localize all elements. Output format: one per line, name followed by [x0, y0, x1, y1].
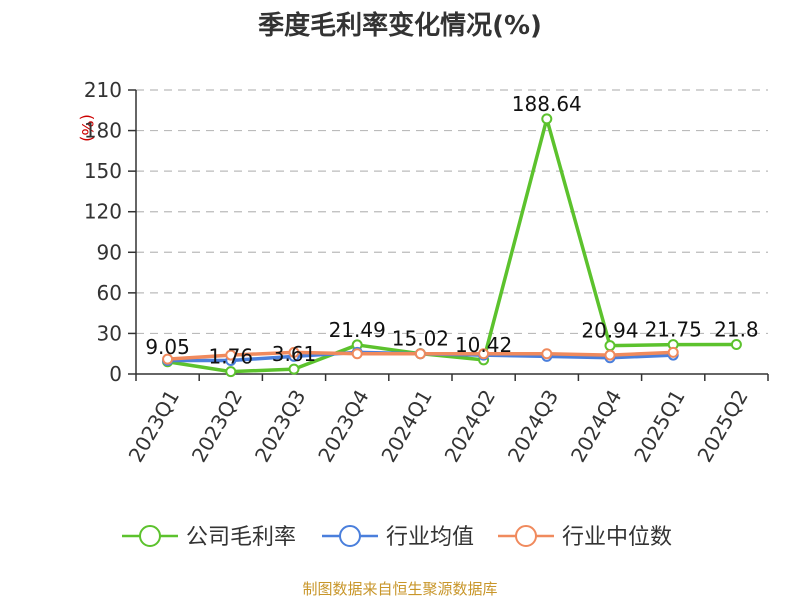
data-point [478, 348, 490, 360]
source-note: 制图数据来自恒生聚源数据库 [302, 580, 497, 598]
data-label: 21.49 [329, 318, 386, 342]
y-tick-label: 120 [84, 200, 122, 224]
data-point [351, 348, 363, 360]
data-point [288, 346, 300, 358]
y-tick-label: 180 [84, 119, 122, 143]
data-point [288, 363, 300, 375]
legend-label: 行业中位数 [562, 525, 672, 550]
x-tick-label: 2023Q2 [187, 386, 247, 467]
data-point [162, 353, 174, 365]
x-tick-label: 2023Q3 [250, 386, 310, 467]
x-tick-label: 2025Q2 [692, 386, 752, 467]
series-line [167, 117, 737, 374]
x-tick-label: 2023Q1 [124, 386, 184, 467]
data-label: 3.61 [272, 342, 317, 366]
data-point [667, 346, 679, 358]
data-point [225, 349, 237, 361]
x-tick-label: 2025Q1 [629, 386, 689, 467]
legend-marker [139, 525, 161, 547]
x-tick-label: 2024Q2 [440, 385, 500, 466]
series-points [162, 113, 742, 378]
y-tick-label: 60 [97, 281, 122, 305]
gridlines [136, 89, 768, 335]
data-point [541, 113, 553, 125]
legend-marker [339, 525, 361, 547]
y-tick-label: 210 [84, 78, 122, 102]
data-label: 188.64 [512, 92, 582, 116]
legend-label: 行业均值 [386, 525, 474, 550]
data-point [730, 339, 742, 351]
chart-title: 季度毛利率变化情况(%) [258, 10, 542, 41]
data-point [225, 366, 237, 378]
data-label: 21.75 [645, 318, 702, 342]
legend-label: 公司毛利率 [186, 525, 296, 550]
data-label: 15.02 [392, 327, 449, 351]
data-label: 1.76 [209, 345, 254, 369]
y-tick-label: 30 [97, 321, 122, 345]
y-tick-label: 150 [84, 159, 122, 183]
y-tick-label: 90 [97, 240, 122, 264]
legend-marker [515, 525, 537, 547]
x-tick-label: 2024Q1 [376, 386, 436, 467]
data-label: 21.8 [714, 318, 759, 342]
x-tick-label: 2023Q4 [313, 386, 373, 467]
x-tick-label: 2024Q4 [566, 386, 626, 467]
legend: 公司毛利率 行业均值 行业中位数 [122, 525, 672, 550]
data-point [604, 349, 616, 361]
data-label: 10.42 [455, 333, 512, 357]
data-labels: 9.05 1.76 3.61 21.49 15.02 10.42 188.64 20.94 21… [145, 92, 758, 369]
x-tick-label: 2024Q3 [503, 386, 563, 467]
data-point [541, 348, 553, 360]
data-label: 20.94 [581, 319, 638, 343]
y-tick-label: 0 [109, 362, 122, 386]
data-point [414, 348, 426, 360]
y-axis-unit-label: (%) [78, 114, 97, 142]
data-label: 9.05 [145, 335, 190, 359]
